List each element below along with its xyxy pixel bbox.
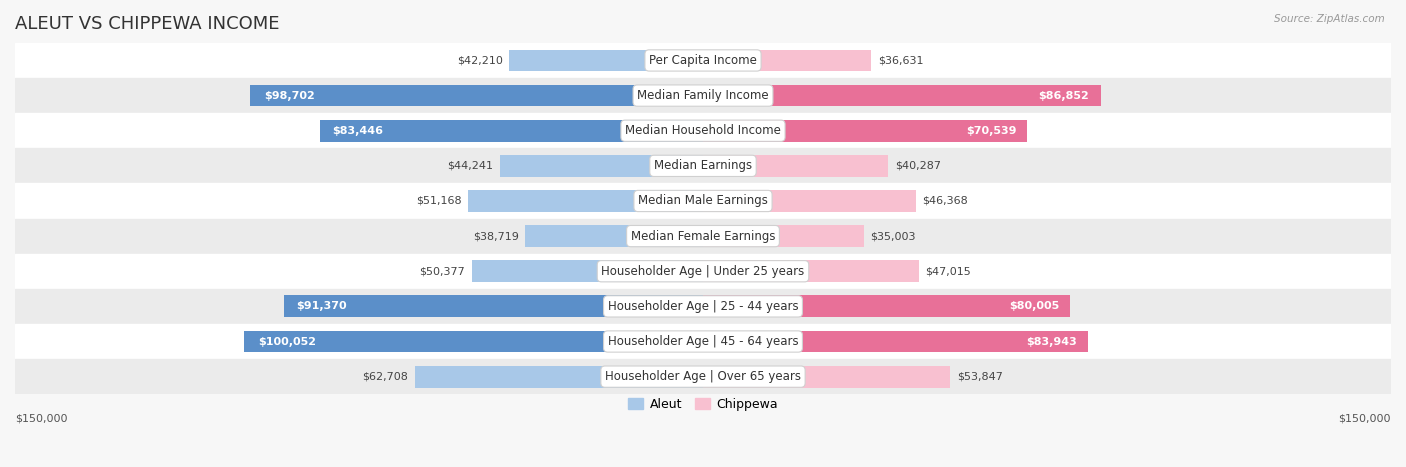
Text: $86,852: $86,852 [1039,91,1090,100]
Bar [509,50,703,71]
Text: $35,003: $35,003 [870,231,915,241]
Text: $36,631: $36,631 [877,56,924,65]
Text: $44,241: $44,241 [447,161,494,171]
Bar [501,155,703,177]
Text: Householder Age | 25 - 44 years: Householder Age | 25 - 44 years [607,300,799,313]
Bar [468,190,703,212]
Bar [284,296,703,317]
Text: $53,847: $53,847 [957,372,1002,382]
Text: $150,000: $150,000 [1339,413,1391,424]
Bar [703,296,1070,317]
Bar [703,85,1101,106]
Text: Householder Age | 45 - 64 years: Householder Age | 45 - 64 years [607,335,799,348]
Bar [321,120,703,142]
Text: $83,446: $83,446 [332,126,382,136]
Text: Median Female Earnings: Median Female Earnings [631,230,775,243]
Text: $51,168: $51,168 [416,196,461,206]
Bar [15,289,1391,324]
Text: Median Male Earnings: Median Male Earnings [638,194,768,207]
Text: $38,719: $38,719 [472,231,519,241]
Bar [15,184,1391,219]
Legend: Aleut, Chippewa: Aleut, Chippewa [623,393,783,416]
Bar [526,225,703,247]
Text: $40,287: $40,287 [894,161,941,171]
Text: $50,377: $50,377 [419,266,465,276]
Text: $70,539: $70,539 [966,126,1017,136]
Bar [15,254,1391,289]
Bar [15,149,1391,184]
Bar [703,366,950,388]
Bar [15,359,1391,394]
Bar [703,50,870,71]
Text: $150,000: $150,000 [15,413,67,424]
Bar [703,155,887,177]
Bar [703,260,918,282]
Bar [250,85,703,106]
Bar [703,225,863,247]
Bar [15,43,1391,78]
Bar [703,331,1088,353]
Text: Median Family Income: Median Family Income [637,89,769,102]
Bar [15,324,1391,359]
Bar [15,113,1391,149]
Bar [15,219,1391,254]
Text: $42,210: $42,210 [457,56,502,65]
Text: $83,943: $83,943 [1026,337,1077,347]
Bar [703,190,915,212]
Text: Per Capita Income: Per Capita Income [650,54,756,67]
Text: $80,005: $80,005 [1008,301,1059,311]
Bar [472,260,703,282]
Text: Median Household Income: Median Household Income [626,124,780,137]
Bar [703,120,1026,142]
Text: Source: ZipAtlas.com: Source: ZipAtlas.com [1274,14,1385,24]
Text: $62,708: $62,708 [363,372,409,382]
Text: Median Earnings: Median Earnings [654,159,752,172]
Text: $100,052: $100,052 [257,337,316,347]
Bar [245,331,703,353]
Text: $98,702: $98,702 [264,91,315,100]
Text: $47,015: $47,015 [925,266,972,276]
Text: Householder Age | Over 65 years: Householder Age | Over 65 years [605,370,801,383]
Text: ALEUT VS CHIPPEWA INCOME: ALEUT VS CHIPPEWA INCOME [15,15,280,33]
Bar [415,366,703,388]
Bar [15,78,1391,113]
Text: $91,370: $91,370 [297,301,347,311]
Text: Householder Age | Under 25 years: Householder Age | Under 25 years [602,265,804,278]
Text: $46,368: $46,368 [922,196,969,206]
